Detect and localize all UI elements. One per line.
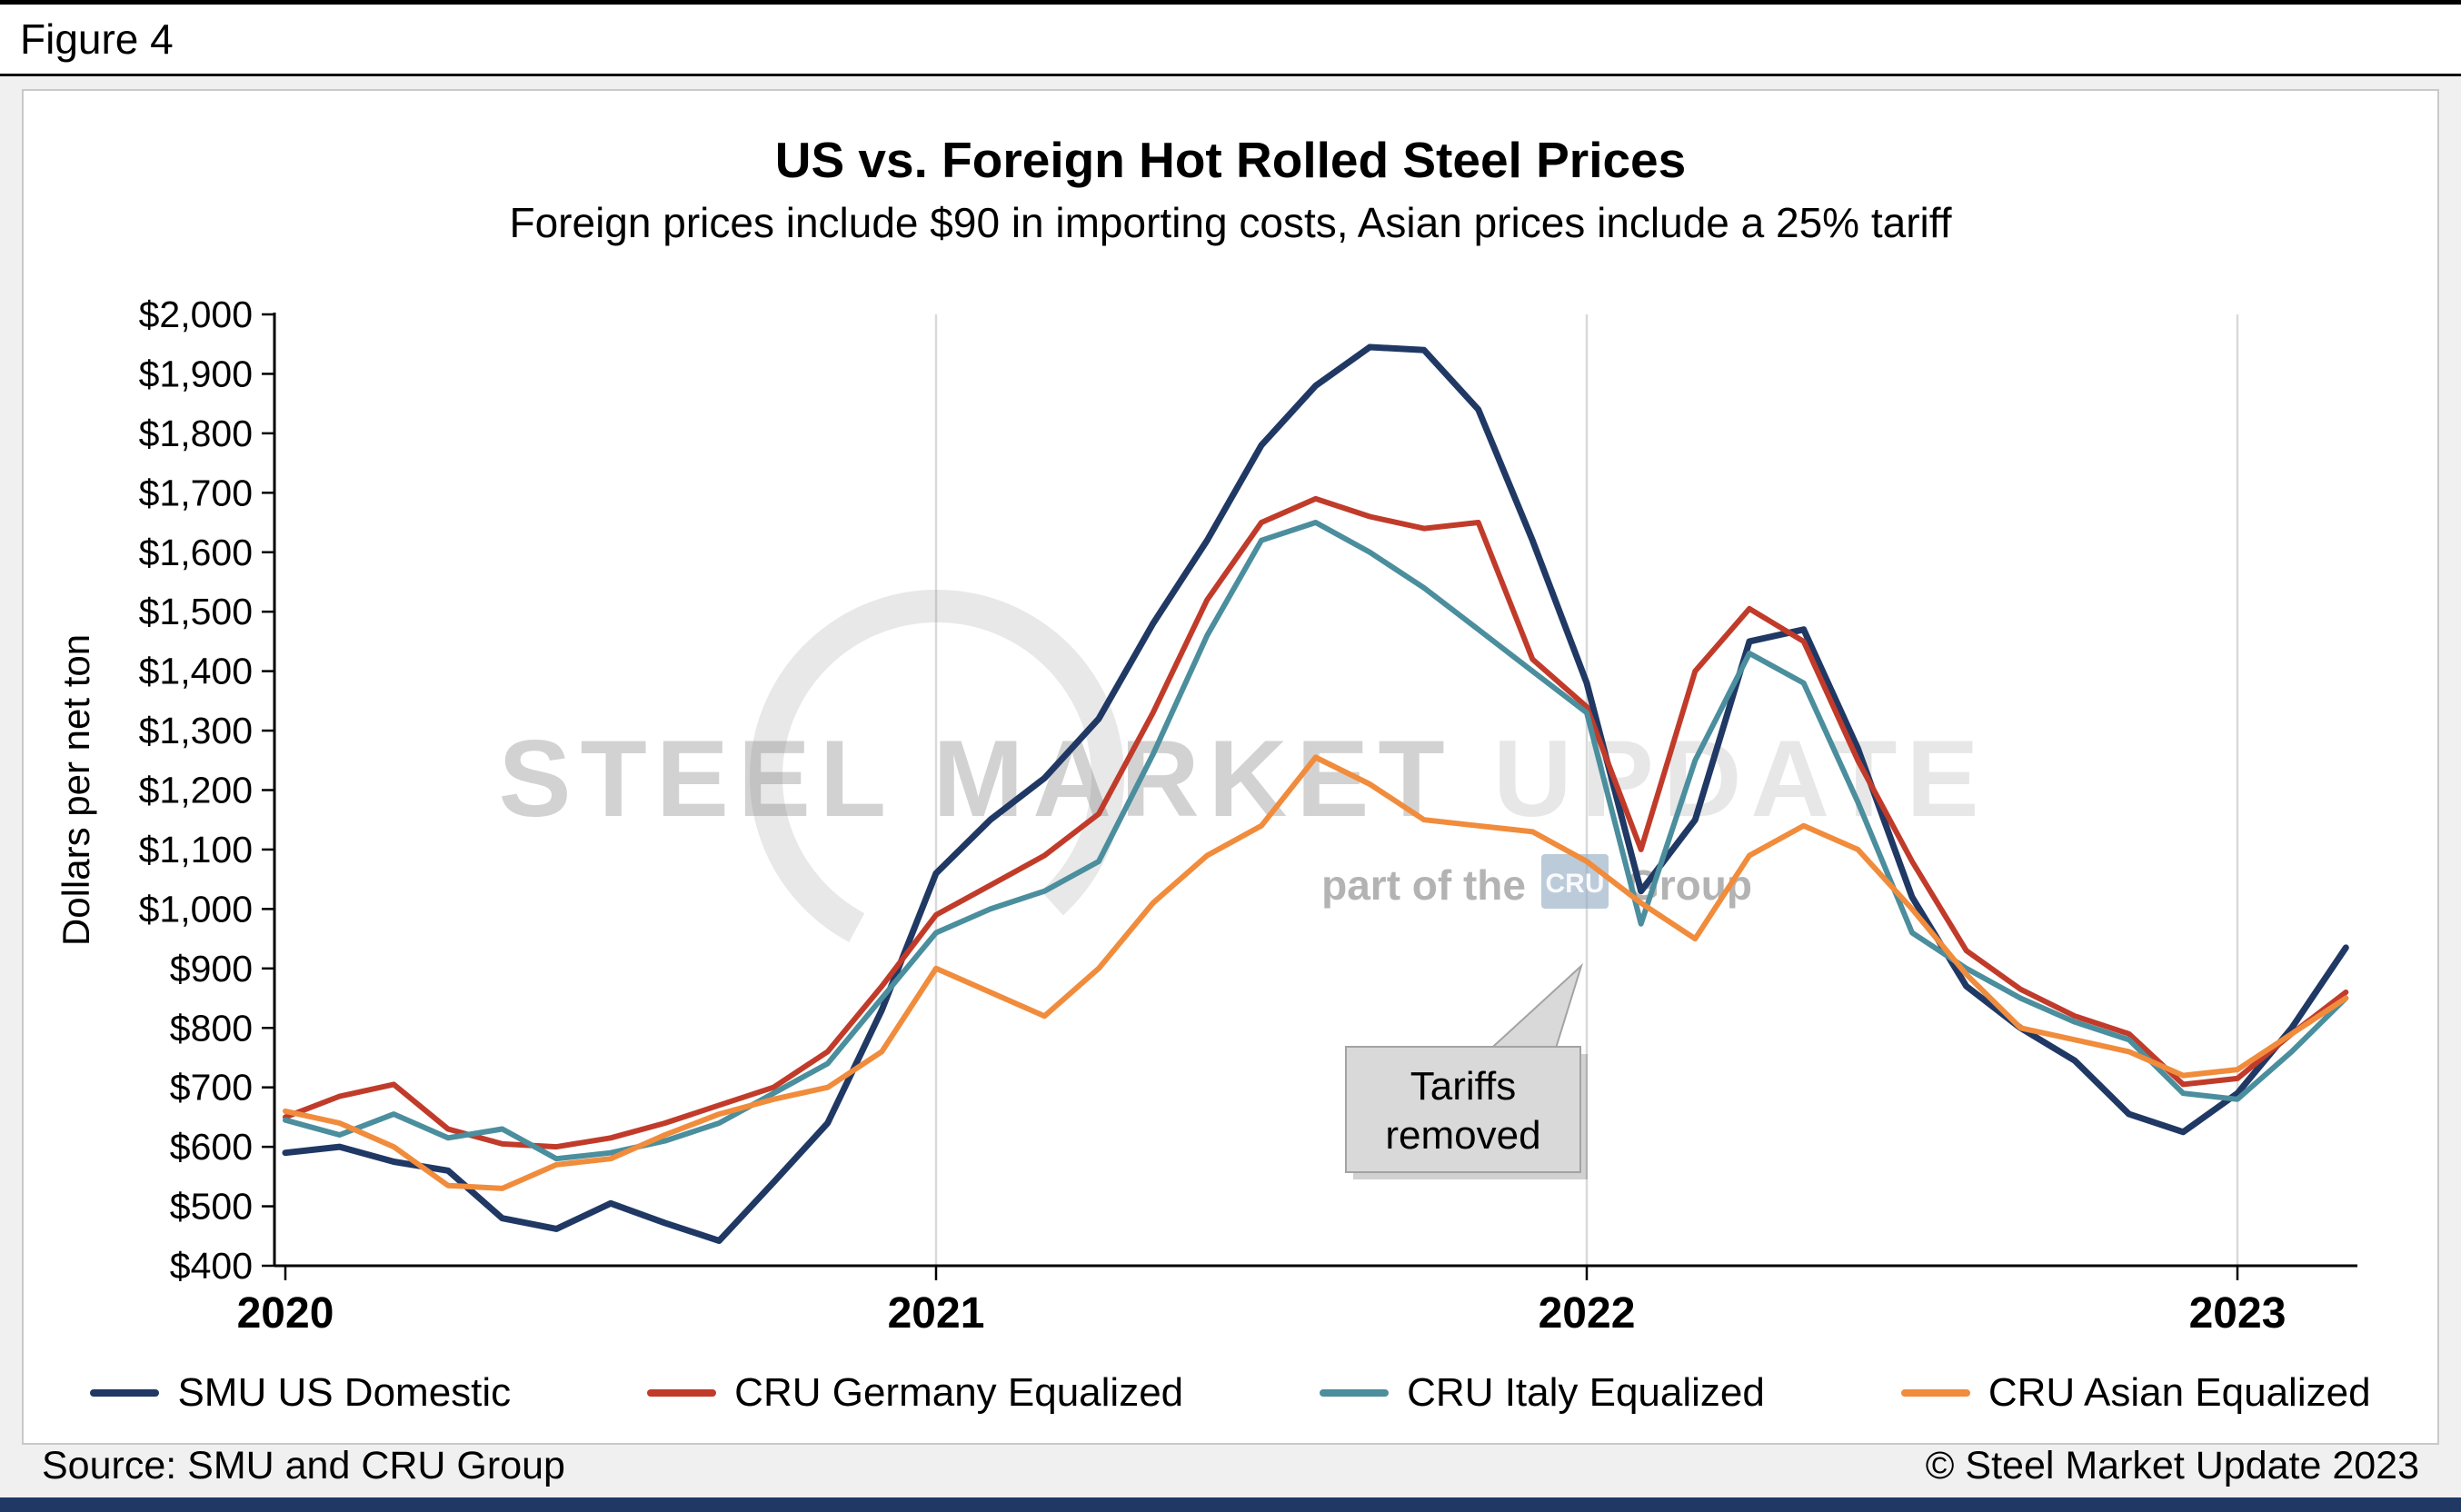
legend-swatch-icon [1900,1389,1970,1397]
series-line-2 [283,520,2349,1162]
y-tick-label: $1,000 [139,888,253,930]
y-tick-label: $1,700 [139,472,253,513]
x-tick-label: 2020 [237,1289,334,1338]
legend-swatch-icon [90,1389,160,1397]
callout-text: removed [1385,1113,1540,1158]
x-tick-label: 2023 [2189,1289,2287,1338]
watermark-tagline-prefix: part of the [1321,861,1526,909]
figure-header: Figure 4 [0,0,2461,76]
chart-title: US vs. Foreign Hot Rolled Steel Prices [774,132,1687,188]
y-tick-label: $1,200 [139,770,253,811]
y-tick-label: $400 [170,1245,253,1287]
chart-subtitle: Foreign prices include $90 in importing … [509,199,1952,246]
series-line-1 [283,495,2349,1150]
y-axis-title: Dollars per net ton [55,634,97,946]
legend-item-2: CRU Italy Equalized [1320,1370,1765,1416]
legend-label: CRU Italy Equalized [1407,1370,1765,1415]
legend-label: CRU Germany Equalized [734,1370,1184,1415]
chart-panel: US vs. Foreign Hot Rolled Steel Prices F… [22,89,2439,1445]
chart-legend: SMU US Domestic CRU Germany Equalized CRU … [24,1370,2437,1416]
legend-label: CRU Asian Equalized [1988,1370,2371,1415]
watermark-crescent-icon [750,590,1124,964]
watermark-text: STEEL MARKET UPDATE [499,718,1988,840]
source-text: Source: SMU and CRU Group [42,1444,565,1487]
y-tick-label: $500 [170,1186,253,1228]
x-tick-label: 2022 [1539,1289,1636,1338]
y-tick-label: $1,500 [139,591,253,632]
y-tick-label: $700 [170,1067,253,1109]
legend-item-0: SMU US Domestic [90,1370,511,1416]
y-tick-label: $1,100 [139,829,253,870]
legend-swatch-icon [647,1389,717,1397]
legend-label: SMU US Domestic [177,1370,512,1415]
callout-box [1345,1046,1581,1173]
watermark-logo-text: CRU [1546,869,1605,899]
y-tick-label: $2,000 [139,293,253,335]
series-line-0 [282,343,2349,1244]
callout-pointer [1482,962,1584,1055]
page-footer: Source: SMU and CRU Group © Steel Market… [42,1444,2419,1488]
bottom-accent-bar [0,1497,2461,1512]
figure-label: Figure 4 [20,15,174,63]
legend-item-1: CRU Germany Equalized [647,1370,1183,1416]
x-tick-label: 2021 [888,1289,985,1338]
y-tick-label: $1,300 [139,710,253,751]
series-line-3 [283,754,2349,1191]
y-tick-label: $600 [170,1126,253,1168]
callout-text: Tariffs [1410,1064,1517,1109]
legend-item-3: CRU Asian Equalized [1900,1370,2371,1416]
y-tick-label: $1,600 [139,532,253,573]
y-tick-label: $1,800 [139,413,253,454]
y-tick-label: $1,400 [139,651,253,692]
legend-swatch-icon [1320,1389,1390,1397]
y-tick-label: $800 [170,1007,253,1049]
y-tick-label: $1,900 [139,353,253,394]
y-tick-label: $900 [170,948,253,990]
copyright-text: © Steel Market Update 2023 [1925,1444,2419,1487]
